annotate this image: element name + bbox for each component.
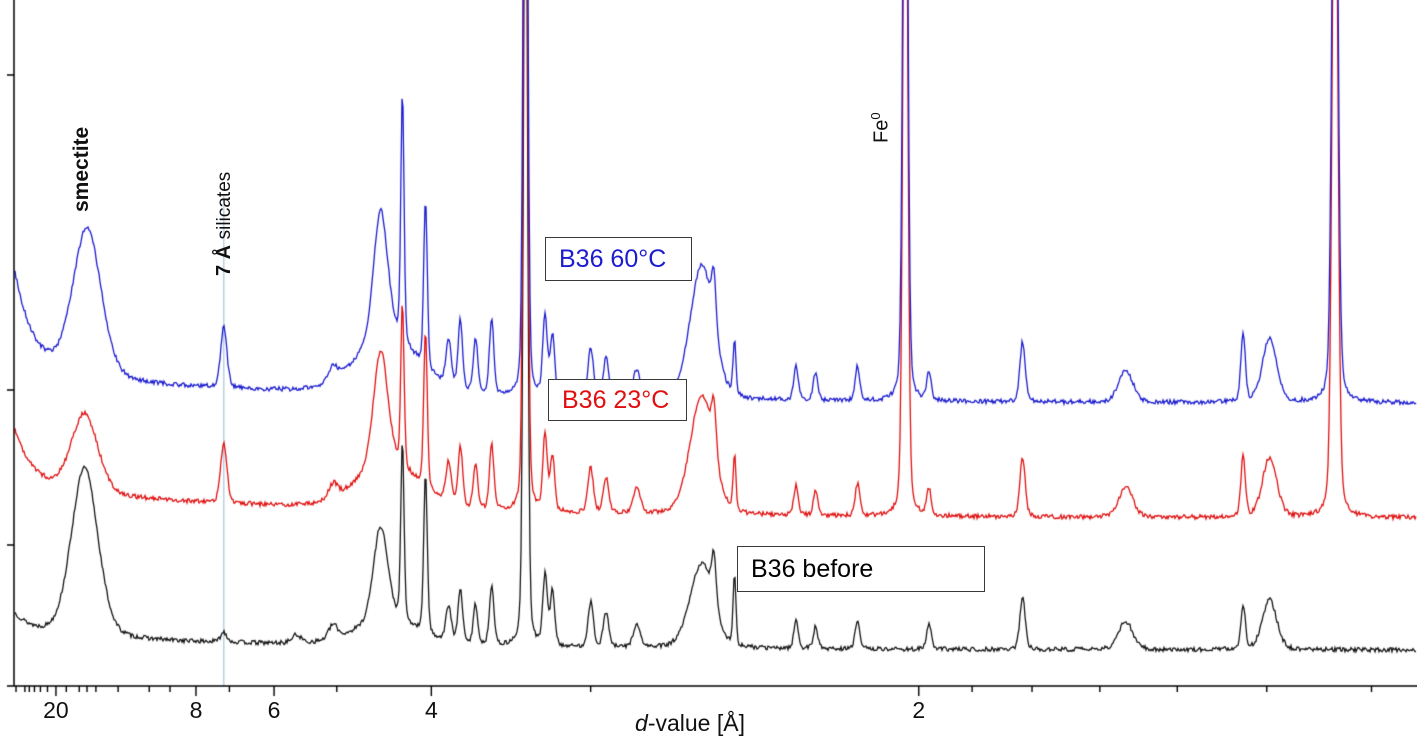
series-label-box-b36-60c: B36 60°C: [545, 237, 692, 281]
fe-superscript-zero: 0: [868, 112, 883, 120]
series-label-b36-60c: B36 60°C: [559, 244, 667, 273]
seven-angstrom-regular-part: silicates: [214, 171, 235, 240]
series-label-b36-23c: B36 23°C: [562, 385, 670, 414]
x-tick-label: 2: [912, 697, 926, 723]
x-tick-label: 4: [424, 697, 438, 723]
x-axis-title-d: d: [635, 710, 648, 736]
x-tick-label: 6: [267, 697, 281, 723]
series-label-b36-before: B36 before: [751, 554, 874, 583]
seven-angstrom-silicates-annotation: 7 Å silicates: [213, 172, 236, 276]
fe0-annotation: Fe0: [868, 112, 894, 143]
series-label-box-b36-23c: B36 23°C: [548, 379, 687, 421]
x-axis-title-rest: -value [Å]: [647, 710, 745, 736]
seven-angstrom-bold-part: 7 Å: [213, 239, 235, 276]
fe-symbol: Fe: [870, 119, 893, 143]
x-tick-label: 8: [189, 697, 203, 723]
series-label-box-b36-before: B36 before: [737, 546, 985, 592]
x-tick-label: 20: [43, 697, 69, 723]
smectite-annotation: smectite: [70, 126, 93, 212]
x-axis-title: d-value [Å]: [560, 710, 820, 737]
